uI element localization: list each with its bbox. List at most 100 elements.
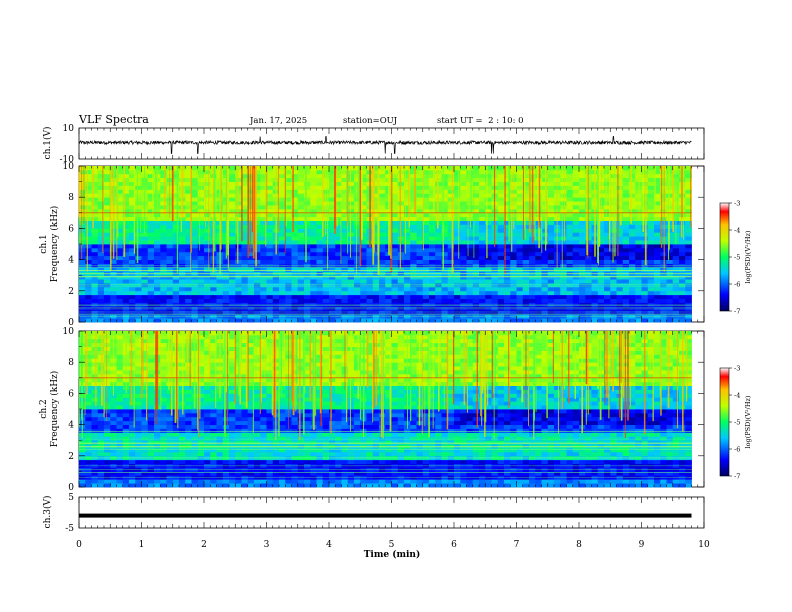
spectrogram-cell: [154, 220, 161, 225]
spectrogram-cell: [241, 177, 249, 182]
spectrogram-cell: [235, 306, 242, 311]
spectrogram-cell: [579, 247, 586, 253]
spectrogram-cell: [154, 224, 161, 229]
spectrogram-cell: [516, 193, 524, 198]
spectrogram-cell: [335, 240, 342, 245]
spectrogram-cell: [85, 189, 92, 194]
spectrogram-cell: [360, 314, 367, 319]
spectrogram-cell: [191, 247, 199, 253]
spectrogram-cell: [335, 314, 342, 319]
spectrogram-cell: [497, 240, 505, 245]
spectrogram-cell: [116, 251, 124, 257]
spectrogram-cell: [529, 298, 536, 303]
spectrogram-cell: [122, 471, 130, 476]
spectrogram-cell: [347, 205, 355, 210]
spectrogram-cell: [572, 302, 580, 307]
spectrogram-cell: [460, 483, 467, 488]
spectrogram-cell: [597, 216, 605, 221]
spectrogram-cell: [435, 259, 442, 264]
spectrogram-cell: [79, 177, 86, 182]
spectrogram-cell: [435, 471, 442, 476]
spectrogram-cell: [291, 208, 299, 214]
spectrogram-cell: [285, 294, 292, 299]
spectrogram-cell: [529, 279, 536, 284]
spectrogram-cell: [185, 318, 192, 323]
spectrogram-cell: [629, 232, 636, 237]
spectrogram-cell: [97, 216, 105, 221]
spectrogram-cell: [185, 181, 192, 186]
spectrogram-cell: [560, 166, 567, 171]
spectrogram-cell: [466, 212, 474, 218]
spectrogram-cell: [435, 290, 442, 296]
spectrogram-cell: [241, 166, 249, 171]
spectrogram-cell: [547, 240, 555, 245]
spectrogram-cell: [322, 216, 330, 221]
spectrogram-cell: [235, 279, 242, 284]
spectrogram-cell: [504, 228, 511, 233]
spectrogram-cell: [291, 189, 299, 194]
spectrogram-cell: [585, 201, 592, 206]
spectrogram-cell: [297, 228, 305, 233]
spectrogram-cell: [447, 306, 455, 311]
spectrogram-cell: [485, 259, 492, 264]
spectrogram-cell: [516, 310, 524, 315]
spectrogram-cell: [485, 189, 492, 194]
spectrogram-cell: [385, 267, 392, 272]
spectrogram-cell: [454, 318, 461, 323]
spectrogram-cell: [310, 181, 317, 186]
spectrogram-cell: [616, 224, 624, 229]
spectrogram-cell: [135, 185, 142, 190]
spectrogram-cell: [291, 483, 299, 488]
spectrogram-cell: [260, 314, 267, 319]
spectrogram-cell: [385, 298, 392, 303]
spectrogram-cell: [622, 286, 630, 292]
spectrogram-cell: [210, 279, 217, 284]
spectrogram-cell: [160, 479, 167, 484]
spectrogram-cell: [604, 189, 611, 194]
spectrogram-cell: [222, 479, 230, 484]
spectrogram-cell: [560, 193, 567, 198]
spectrogram-cell: [522, 185, 530, 190]
spectrogram-cell: [197, 283, 205, 288]
spectrogram-cell: [235, 275, 242, 280]
spectrogram-cell: [641, 212, 649, 218]
spectrogram-cell: [541, 298, 549, 303]
spectrogram-cell: [122, 216, 130, 221]
spectrogram-cell: [472, 251, 480, 257]
spectrogram-cell: [104, 483, 111, 488]
spectrogram-cell: [447, 173, 455, 179]
spectrogram-cell: [629, 255, 636, 260]
frequency-tick-label: 8: [68, 193, 74, 203]
spectrogram-cell: [341, 208, 349, 214]
spectrogram-cell: [285, 232, 292, 237]
spectrogram-cell: [454, 189, 461, 194]
spectrogram-cell: [654, 479, 661, 484]
spectrogram-cell: [472, 290, 480, 296]
spectrogram-cell: [197, 279, 205, 284]
spectrogram-cell: [379, 298, 386, 303]
spectrogram-cell: [366, 286, 374, 292]
spectrogram-cell: [97, 232, 105, 237]
spectrogram-cell: [572, 224, 580, 229]
spectrogram-cell: [466, 314, 474, 319]
spectrogram-cell: [591, 314, 599, 319]
spectrogram-cell: [254, 306, 261, 311]
spectrogram-cell: [560, 318, 567, 323]
spectrogram-cell: [597, 302, 605, 307]
spectrogram-cell: [279, 251, 286, 257]
spectrogram-cell: [204, 306, 211, 311]
spectrogram-cell: [397, 228, 405, 233]
spectrogram-cell: [360, 220, 367, 225]
spectrogram-cell: [329, 255, 336, 260]
spectrogram-cell: [360, 290, 367, 296]
spectrogram-cell: [641, 173, 649, 179]
spectrogram-cell: [485, 173, 492, 179]
spectrogram-cell: [297, 259, 305, 264]
spectrogram-cell: [310, 244, 317, 249]
spectrogram-cell: [447, 483, 455, 488]
spectrogram-cell: [497, 189, 505, 194]
spectrogram-cell: [172, 306, 180, 311]
spectrogram-cell: [279, 212, 286, 218]
